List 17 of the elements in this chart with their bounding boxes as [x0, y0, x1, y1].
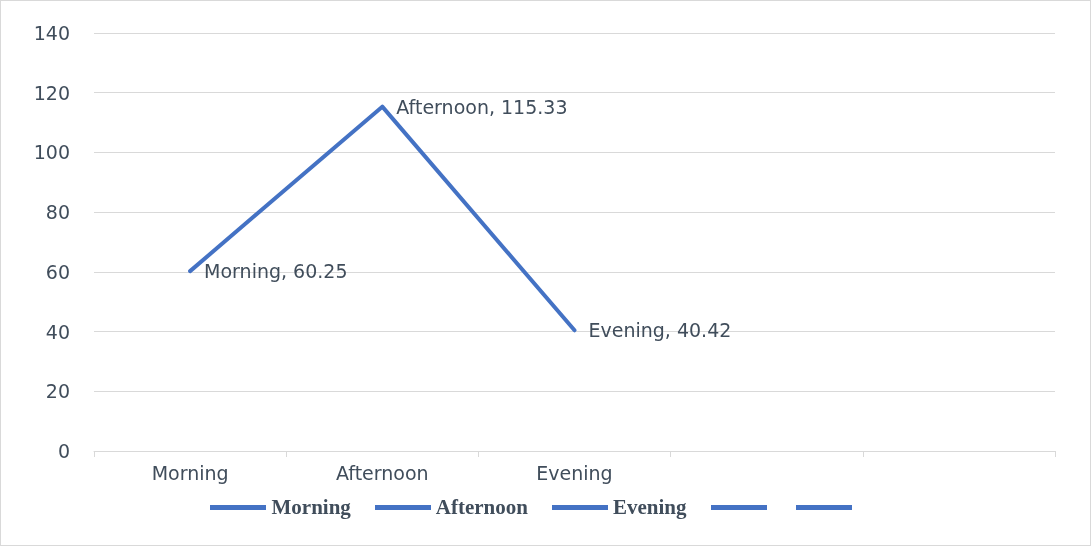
x-tick-label: Evening	[536, 461, 613, 484]
x-tick-label: Morning	[151, 461, 229, 484]
y-tick-label: 80	[45, 201, 70, 224]
category-label: Afternoon	[435, 494, 528, 519]
category-label: Evening	[612, 494, 687, 519]
data-label: Afternoon, 115.33	[396, 95, 568, 118]
data-label: Evening, 40.42	[588, 319, 732, 342]
y-tick-label: 100	[33, 141, 70, 164]
y-tick-label: 120	[33, 81, 70, 104]
y-tick-label: 40	[45, 320, 70, 343]
y-tick-label: 60	[45, 260, 70, 283]
category-label: Morning	[271, 494, 351, 519]
data-label: Morning, 60.25	[204, 260, 348, 283]
x-tick-label: Afternoon	[335, 461, 429, 484]
y-tick-label: 20	[45, 380, 70, 403]
y-tick-label: 0	[57, 440, 70, 462]
y-tick-label: 140	[33, 22, 70, 44]
